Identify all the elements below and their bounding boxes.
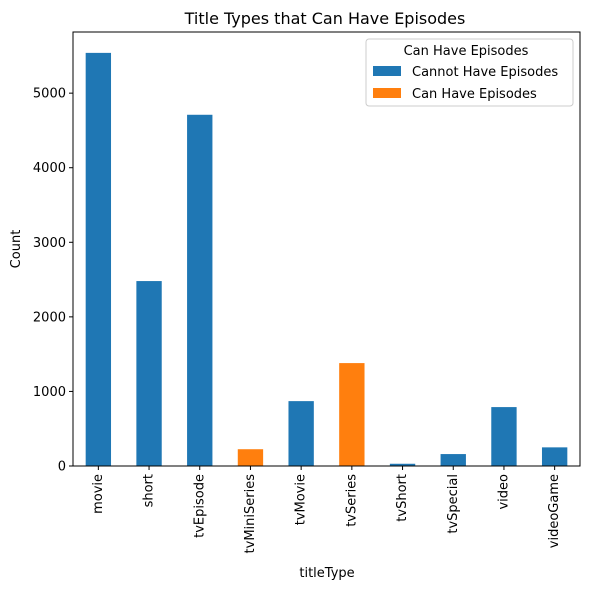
x-tick-label: video xyxy=(496,474,511,510)
y-tick-label: 0 xyxy=(58,460,66,475)
legend-box xyxy=(365,38,574,107)
x-tick-label: tvSpecial xyxy=(446,474,461,534)
y-tick-label: 4000 xyxy=(33,161,66,176)
legend-label-cannot-have-episodes: Cannot Have Episodes xyxy=(412,65,558,80)
y-tick-label: 3000 xyxy=(33,236,66,251)
legend: Can Have Episodes Cannot Have Episodes C… xyxy=(365,38,574,107)
bar-video-series-0 xyxy=(491,407,517,466)
y-tick-label: 2000 xyxy=(33,310,66,325)
x-axis-ticks: movie short tvEpisode tvMiniSeries tvMovie tv… xyxy=(91,466,562,553)
axes xyxy=(72,31,581,467)
legend-title: Can Have Episodes xyxy=(404,44,529,59)
bar-tvSpecial-series-0 xyxy=(440,454,466,466)
bar-tvMovie-series-0 xyxy=(288,401,314,466)
chart-title: Title Types that Can Have Episodes xyxy=(184,9,466,28)
legend-swatch-can-have-episodes xyxy=(373,88,401,98)
bar-videoGame-series-0 xyxy=(541,447,568,466)
legend-swatch-cannot-have-episodes xyxy=(373,66,401,76)
bar-tvMiniSeries-series-1 xyxy=(237,449,264,466)
x-tick-label: tvMovie xyxy=(294,474,309,525)
bar-short-series-0 xyxy=(136,281,162,466)
x-tick-label: tvShort xyxy=(395,474,410,522)
x-tick-label: videoGame xyxy=(547,474,562,548)
x-tick-label: tvMiniSeries xyxy=(243,474,258,554)
y-axis-title: Count xyxy=(9,230,24,269)
bar-movie-series-0 xyxy=(85,52,112,466)
x-axis-title: titleType xyxy=(299,566,354,581)
y-tick-label: 5000 xyxy=(33,87,66,102)
legend-label-can-have-episodes: Can Have Episodes xyxy=(412,87,537,102)
bar-tvSeries-series-1 xyxy=(339,363,365,466)
plot-frame xyxy=(72,31,581,467)
bar-tvEpisode-series-0 xyxy=(187,114,213,466)
bars-layer xyxy=(85,52,568,466)
y-tick-label: 1000 xyxy=(33,385,66,400)
y-axis-ticks: 0 1000 2000 3000 4000 5000 xyxy=(33,87,73,475)
x-tick-label: short xyxy=(142,474,157,507)
bar-tvShort-series-0 xyxy=(389,463,416,466)
x-tick-label: tvSeries xyxy=(344,474,359,527)
x-tick-label: movie xyxy=(91,474,106,514)
x-tick-label: tvEpisode xyxy=(192,474,207,538)
